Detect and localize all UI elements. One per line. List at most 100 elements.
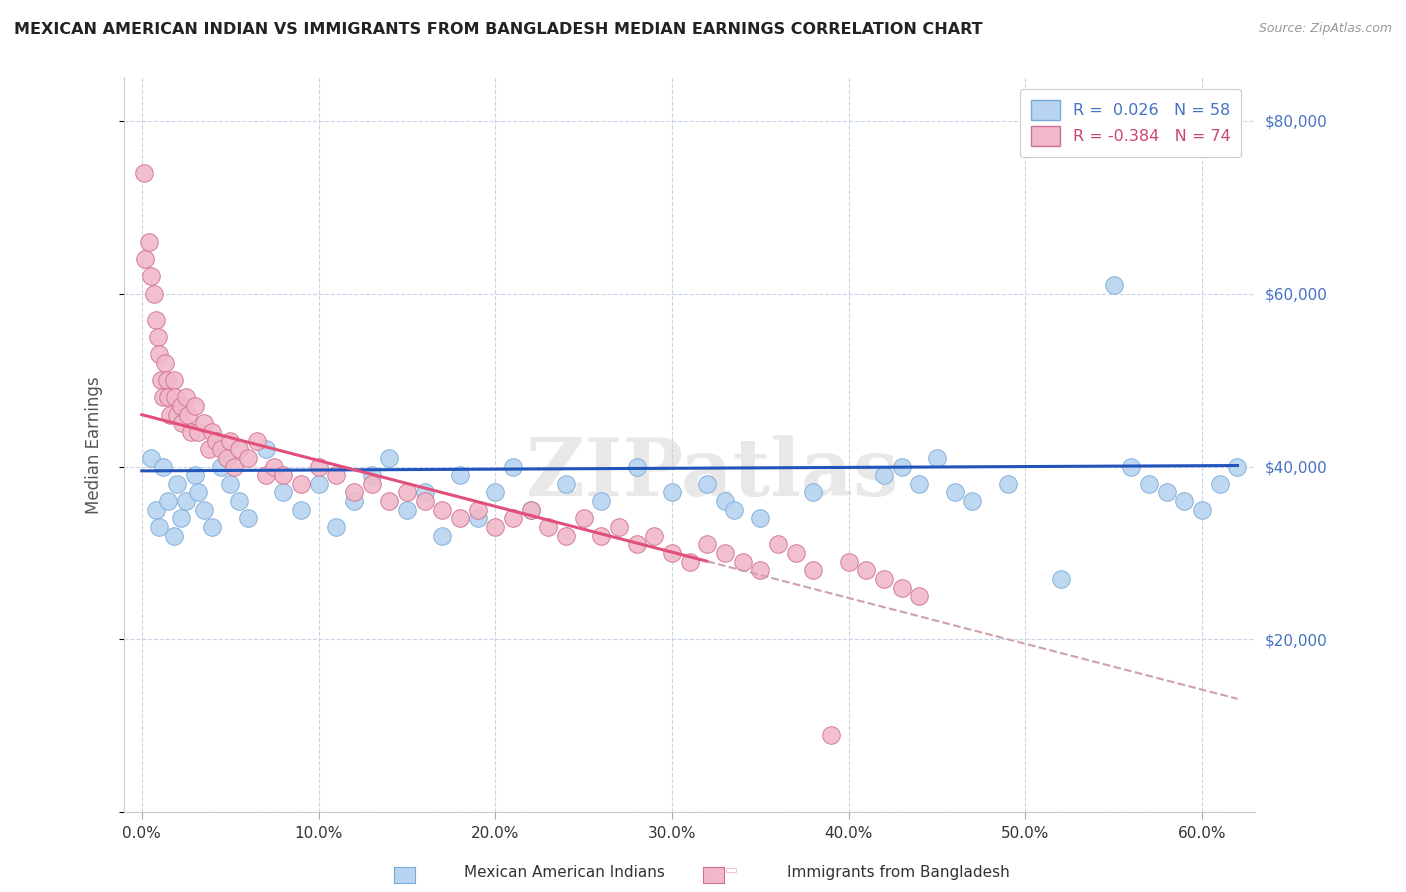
Point — [209, 459, 232, 474]
Point — [432, 503, 454, 517]
Point — [215, 450, 238, 465]
Point — [395, 503, 418, 517]
Point — [157, 494, 180, 508]
Text: ZIPatlas: ZIPatlas — [526, 435, 898, 513]
Point — [166, 408, 188, 422]
Point — [449, 468, 471, 483]
Point — [360, 468, 382, 483]
Point — [731, 555, 754, 569]
Point — [643, 529, 665, 543]
Point — [228, 494, 250, 508]
Point — [174, 494, 197, 508]
Point — [246, 434, 269, 448]
Point — [467, 511, 489, 525]
Point — [502, 511, 524, 525]
Point — [184, 468, 207, 483]
Point — [413, 485, 436, 500]
Point — [193, 417, 215, 431]
Point — [139, 269, 162, 284]
Point — [177, 408, 200, 422]
Point — [139, 450, 162, 465]
Point — [153, 356, 176, 370]
Point — [325, 468, 347, 483]
Point — [184, 399, 207, 413]
Point — [749, 563, 772, 577]
Point — [1209, 476, 1232, 491]
Point — [162, 529, 184, 543]
Point — [696, 537, 718, 551]
Point — [290, 476, 312, 491]
Point — [209, 442, 232, 457]
Point — [723, 503, 745, 517]
Point — [254, 442, 277, 457]
Point — [467, 503, 489, 517]
Point — [378, 450, 401, 465]
Point — [148, 347, 170, 361]
Point — [205, 434, 228, 448]
Point — [201, 520, 224, 534]
Point — [519, 503, 541, 517]
Point — [413, 494, 436, 508]
Point — [591, 529, 613, 543]
Point — [626, 459, 648, 474]
Text: MEXICAN AMERICAN INDIAN VS IMMIGRANTS FROM BANGLADESH MEDIAN EARNINGS CORRELATIO: MEXICAN AMERICAN INDIAN VS IMMIGRANTS FR… — [14, 22, 983, 37]
Point — [1121, 459, 1143, 474]
Point — [155, 373, 177, 387]
Point — [138, 235, 160, 249]
Point — [290, 503, 312, 517]
Point — [152, 390, 174, 404]
Point — [626, 537, 648, 551]
Point — [484, 520, 506, 534]
Text: ▭: ▭ — [401, 862, 415, 876]
Point — [219, 476, 242, 491]
Point — [607, 520, 630, 534]
Point — [1191, 503, 1213, 517]
Point — [943, 485, 966, 500]
Point — [198, 442, 221, 457]
Point — [172, 417, 194, 431]
Point — [591, 494, 613, 508]
Point — [271, 468, 294, 483]
Point — [696, 476, 718, 491]
Point — [180, 425, 202, 439]
Point — [678, 555, 700, 569]
Point — [254, 468, 277, 483]
Point — [343, 485, 366, 500]
Point — [193, 503, 215, 517]
Y-axis label: Median Earnings: Median Earnings — [86, 376, 103, 514]
Point — [145, 312, 167, 326]
Point — [170, 511, 193, 525]
Point — [502, 459, 524, 474]
Point — [1226, 459, 1249, 474]
Point — [766, 537, 789, 551]
Point — [855, 563, 877, 577]
Point — [152, 459, 174, 474]
Point — [519, 503, 541, 517]
Point — [1137, 476, 1160, 491]
Point — [661, 485, 683, 500]
Point — [1102, 277, 1125, 292]
Point — [661, 546, 683, 560]
Point — [132, 165, 155, 179]
Point — [236, 511, 259, 525]
Point — [263, 459, 285, 474]
Point — [801, 485, 824, 500]
Legend: R =  0.026   N = 58, R = -0.384   N = 74: R = 0.026 N = 58, R = -0.384 N = 74 — [1019, 89, 1241, 157]
Point — [228, 442, 250, 457]
Point — [157, 390, 180, 404]
Point — [555, 529, 578, 543]
Point — [997, 476, 1019, 491]
Point — [449, 511, 471, 525]
Point — [820, 728, 842, 742]
Point — [159, 408, 181, 422]
Point — [908, 589, 931, 603]
Point — [572, 511, 595, 525]
Point — [165, 390, 187, 404]
Point — [432, 529, 454, 543]
Text: ▭: ▭ — [724, 862, 738, 876]
Point — [378, 494, 401, 508]
Point — [749, 511, 772, 525]
Point — [222, 459, 245, 474]
Point — [148, 520, 170, 534]
Point — [537, 520, 560, 534]
